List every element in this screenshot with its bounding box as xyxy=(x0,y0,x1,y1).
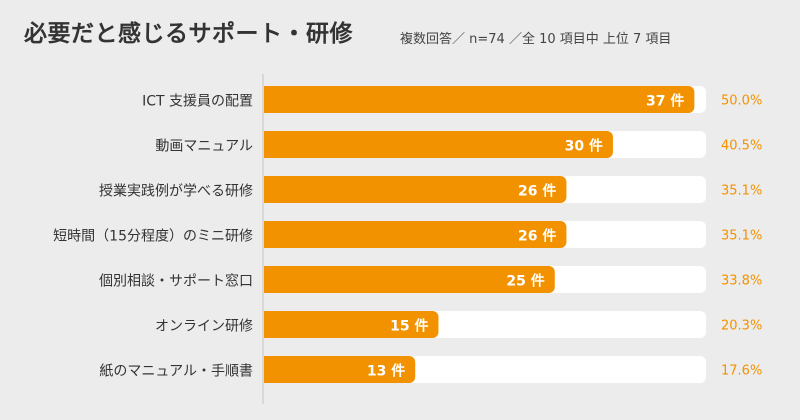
bar-left-edge xyxy=(264,221,274,248)
bar-left-edge xyxy=(264,311,274,338)
bar xyxy=(264,176,567,203)
bar xyxy=(264,266,555,293)
value-label: 26 件 xyxy=(518,228,556,245)
bar-left-edge xyxy=(264,176,274,203)
percent-label: 33.8% xyxy=(721,274,762,289)
bar-left-edge xyxy=(264,266,274,293)
percent-label: 17.6% xyxy=(721,364,762,379)
value-label: 15 件 xyxy=(390,318,428,335)
bar-left-edge xyxy=(264,356,274,383)
category-label: 動画マニュアル xyxy=(155,139,253,155)
bar-left-edge xyxy=(264,86,274,113)
category-label: 紙のマニュアル・手順書 xyxy=(99,364,253,380)
percent-label: 20.3% xyxy=(721,319,762,334)
bar xyxy=(264,131,613,158)
axis-line xyxy=(262,74,264,404)
percent-label: 40.5% xyxy=(721,139,762,154)
bar xyxy=(264,356,416,383)
bar xyxy=(264,311,439,338)
category-label: 短時間（15分程度）のミニ研修 xyxy=(53,229,253,245)
percent-label: 50.0% xyxy=(721,94,762,109)
percent-label: 35.1% xyxy=(721,229,762,244)
bar-left-edge xyxy=(264,131,274,158)
category-label: ICT 支援員の配置 xyxy=(142,94,253,110)
category-label: 授業実践例が学べる研修 xyxy=(99,184,253,200)
percent-label: 35.1% xyxy=(721,184,762,199)
value-label: 37 件 xyxy=(646,93,684,110)
value-label: 26 件 xyxy=(518,183,556,200)
bar xyxy=(264,86,695,113)
chart-title: 必要だと感じるサポート・研修 xyxy=(24,21,353,47)
value-label: 13 件 xyxy=(367,363,405,380)
category-label: 個別相談・サポート窓口 xyxy=(99,273,253,290)
chart-subtitle: 複数回答／ n=74 ／全 10 項目中 上位 7 項目 xyxy=(400,32,672,47)
value-label: 25 件 xyxy=(506,273,544,290)
value-label: 30 件 xyxy=(565,138,603,155)
bar xyxy=(264,221,567,248)
category-label: オンライン研修 xyxy=(155,319,253,335)
